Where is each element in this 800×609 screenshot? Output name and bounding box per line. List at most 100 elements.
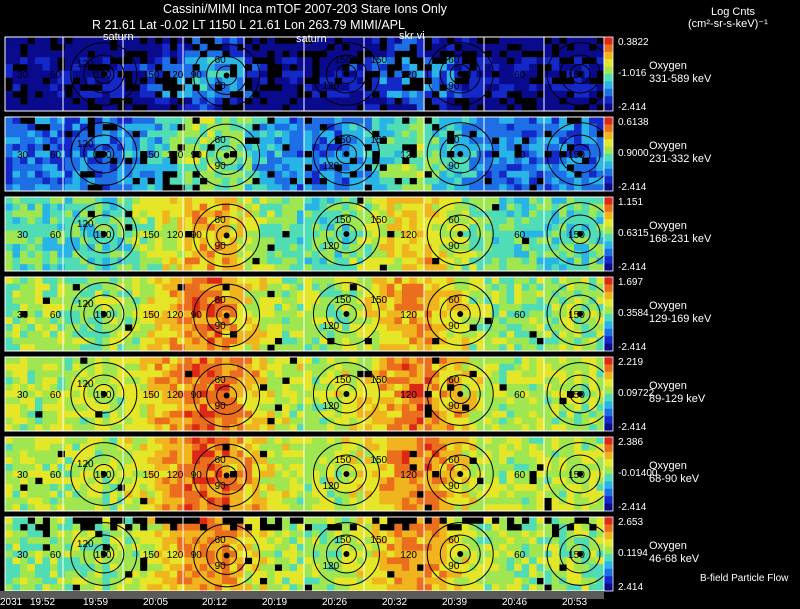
contour-label: 150 [370, 295, 387, 306]
contour-label: 30 [17, 310, 29, 321]
contour-label: 150 [143, 70, 160, 81]
colorbar-mid-6: -0.01400 [618, 468, 658, 479]
species-name: Oxygen [649, 380, 687, 392]
colorbar-min-2: -2.414 [618, 182, 647, 193]
contour-label: 150 [95, 150, 112, 161]
species-label-6: Oxygen 68-90 keV [649, 460, 699, 486]
species-name: Oxygen [649, 140, 687, 152]
colorbar-min-7: 2.414 [618, 582, 644, 593]
species-label-4: Oxygen 129-169 keV [649, 300, 711, 326]
contour-label: 120 [167, 230, 184, 241]
contour-label: 120 [167, 150, 184, 161]
energy-range: 68-90 keV [649, 473, 700, 485]
contour-label: 120 [400, 550, 417, 561]
contour-label: 60 [514, 230, 526, 241]
contour-label: 90 [191, 550, 203, 561]
contour-label: 60 [50, 70, 62, 81]
units-label-line2: (cm²-sr-s-keV)⁻¹ [688, 18, 768, 30]
contour-label: 90 [215, 321, 227, 332]
contour-label: 150 [143, 310, 160, 321]
colorbar-min-6: -2.414 [618, 502, 647, 513]
contour-label: 30 [17, 70, 29, 81]
contour-label: 150 [143, 150, 160, 161]
x-tick-label-10: 20:53 [562, 597, 588, 608]
colorbar-max-5: 2.219 [618, 357, 644, 368]
colorbar-max-7: 2.653 [618, 517, 644, 528]
contour-label: 60 [215, 535, 227, 546]
contour-label: 150 [370, 215, 387, 226]
contour-label: 150 [370, 535, 387, 546]
contour-label: 90 [191, 310, 203, 321]
contour-label: 150 [568, 230, 585, 241]
contour-label: 150 [95, 470, 112, 481]
contour-label: 120 [400, 230, 417, 241]
contour-label: 90 [215, 401, 227, 412]
colorbar-mid-7: 0.1194 [618, 548, 648, 559]
contour-label: 60 [448, 455, 460, 466]
contour-label: 90 [448, 241, 460, 252]
x-tick-label-2: 19:59 [83, 597, 109, 608]
species-label-2: Oxygen 231-332 keV [649, 140, 711, 166]
contour-label: 90 [448, 321, 460, 332]
contour-label: 120 [323, 561, 340, 572]
colorbar-mid-1: -1.016 [618, 68, 647, 79]
contour-label: 60 [50, 470, 62, 481]
contour-label: 120 [323, 241, 340, 252]
contour-label: 60 [50, 150, 62, 161]
contour-label: 120 [77, 139, 94, 150]
contour-label: 120 [77, 539, 94, 550]
contour-label: 60 [215, 375, 227, 386]
contour-label: 150 [335, 135, 352, 146]
colorbar-min-3: -2.414 [618, 262, 647, 273]
contour-label: 120 [323, 81, 340, 92]
contour-label: 150 [95, 310, 112, 321]
species-name: Oxygen [649, 300, 687, 312]
contour-label: 90 [191, 390, 203, 401]
contour-label: 120 [167, 470, 184, 481]
contour-label: 150 [95, 390, 112, 401]
contour-label: 90 [448, 561, 460, 572]
contour-label: 150 [568, 70, 585, 81]
contour-label: 120 [400, 390, 417, 401]
contour-label: 30 [17, 470, 29, 481]
x-tick-label-8: 20:39 [442, 597, 468, 608]
colorbar-mid-5: 0.09722 [618, 388, 655, 399]
contour-label: 60 [215, 215, 227, 226]
contour-label: 90 [191, 470, 203, 481]
x-tick-label-4: 20:12 [202, 597, 228, 608]
contour-label: 120 [167, 310, 184, 321]
species-name: Oxygen [649, 540, 687, 552]
contour-label: 60 [448, 55, 460, 66]
x-tick-label-7: 20:32 [382, 597, 408, 608]
contour-label: 150 [370, 135, 387, 146]
contour-label: 150 [370, 455, 387, 466]
contour-label: 120 [77, 59, 94, 70]
contour-label: 120 [323, 321, 340, 332]
contour-label: 90 [215, 241, 227, 252]
contour-label: 120 [323, 161, 340, 172]
contour-label: 150 [370, 375, 387, 386]
x-tick-label-1: 19:52 [30, 597, 56, 608]
contour-label: 30 [17, 550, 29, 561]
saturn-label-1: saturn [103, 31, 134, 43]
contour-label: 150 [568, 470, 585, 481]
x-tick-label-3: 20:05 [143, 597, 169, 608]
contour-label: 60 [50, 310, 62, 321]
colorbar-max-6: 2.386 [618, 437, 644, 448]
contour-label: 60 [215, 135, 227, 146]
species-name: Oxygen [649, 220, 687, 232]
chart-title: Cassini/MIMI Inca mTOF 2007-203 Stare Io… [163, 2, 447, 16]
contour-label: 30 [17, 230, 29, 241]
contour-label: 60 [514, 310, 526, 321]
contour-label: 120 [167, 70, 184, 81]
contour-label: 150 [568, 150, 585, 161]
colorbar-mid-4: 0.3584 [618, 308, 649, 319]
contour-label: 60 [514, 390, 526, 401]
contour-label: 60 [448, 135, 460, 146]
colorbar-min-4: -2.414 [618, 342, 647, 353]
contour-label: 150 [568, 390, 585, 401]
